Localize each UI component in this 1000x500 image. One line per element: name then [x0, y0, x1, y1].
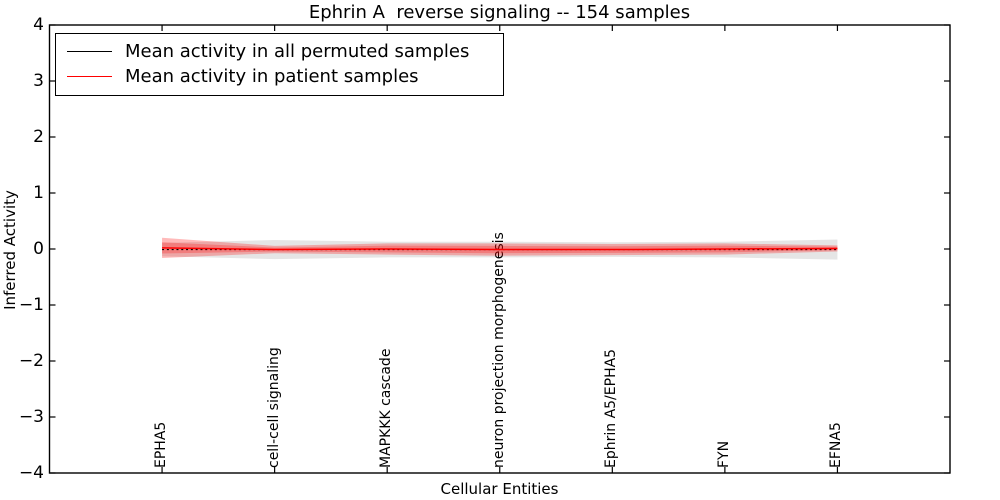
legend-line-red-icon [67, 75, 112, 77]
legend-line-black-icon [67, 50, 112, 52]
y-tick-label--3: −3 [18, 407, 44, 427]
legend-label-patient: Mean activity in patient samples [125, 65, 419, 87]
mean-line-series1 [162, 247, 838, 251]
y-tick-label--1: −1 [18, 295, 44, 315]
y-tick-label-4: 4 [33, 15, 44, 35]
y-tick-label-3: 3 [33, 71, 44, 91]
y-tick-label-0: 0 [33, 239, 44, 259]
legend-item-patient: Mean activity in patient samples [56, 65, 503, 87]
legend-label-permuted: Mean activity in all permuted samples [125, 40, 470, 62]
band-series1-1 [162, 242, 838, 254]
legend-item-permuted: Mean activity in all permuted samples [56, 40, 503, 62]
y-tick-label--2: −2 [18, 351, 44, 371]
chart-title: Ephrin A reverse signaling -- 154 sample… [308, 2, 691, 23]
y-tick-label-1: 1 [33, 183, 44, 203]
legend: Mean activity in all permuted samples Me… [55, 33, 504, 96]
y-tick-label--4: −4 [18, 463, 44, 483]
x-axis-label: Cellular Entities [440, 480, 559, 498]
y-tick-label-2: 2 [33, 127, 44, 147]
band-series1-0 [162, 237, 838, 258]
